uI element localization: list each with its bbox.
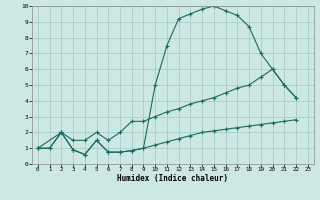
X-axis label: Humidex (Indice chaleur): Humidex (Indice chaleur) xyxy=(117,174,228,183)
